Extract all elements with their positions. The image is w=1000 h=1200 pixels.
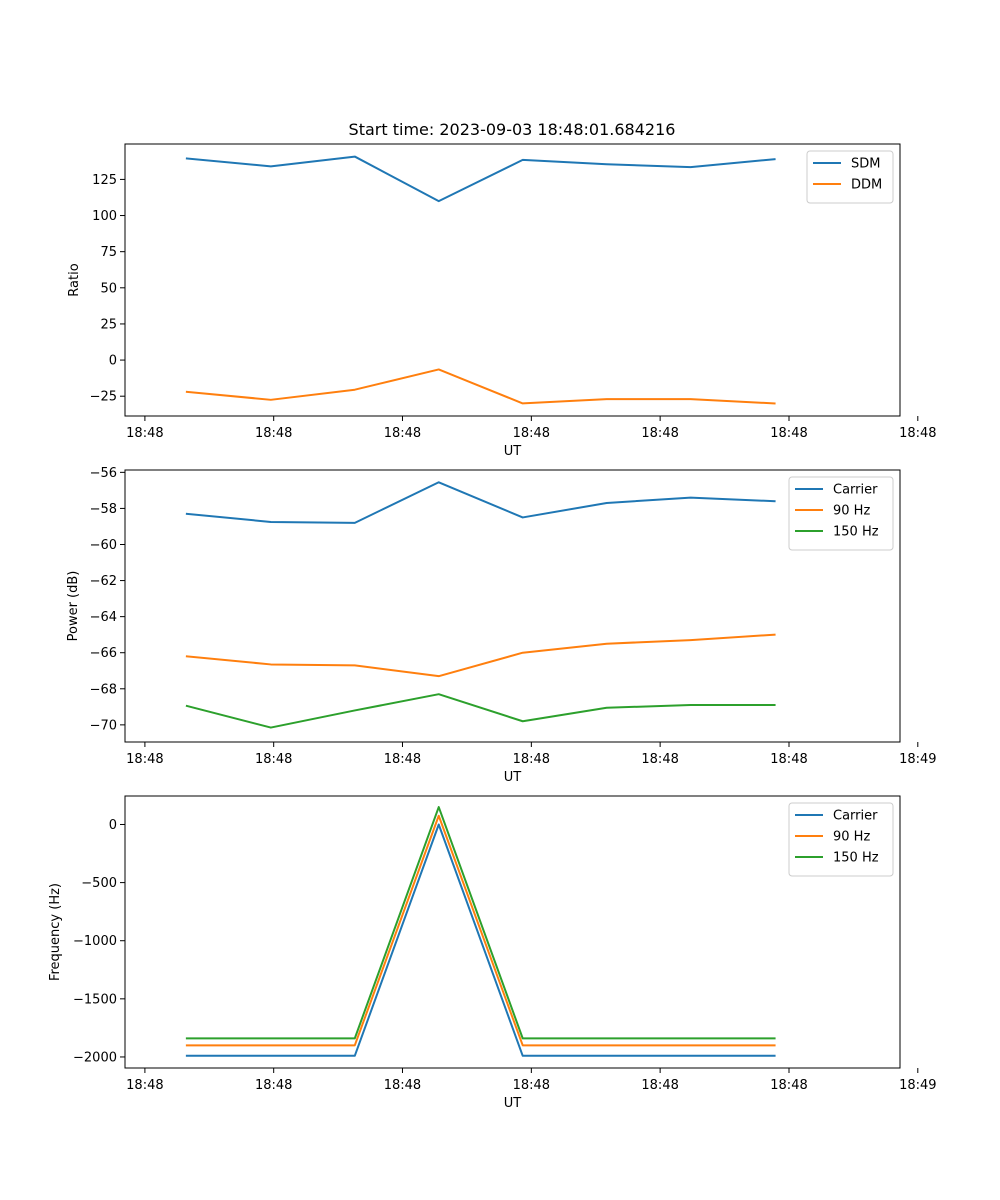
y-axis-label: Power (dB)	[66, 571, 81, 642]
chart-panel-1: 18:48 18:48 18:48 18:48 18:48 18:48 18:48 −25 0 2…	[67, 143, 937, 459]
legend-label: DDM	[851, 178, 882, 193]
x-tick-label: 18:48	[384, 1078, 421, 1093]
y-tick-label: −58	[90, 502, 117, 517]
x-tick-label: 18:48	[384, 752, 421, 767]
y-tick-label: −500	[81, 876, 117, 891]
y-tick-label: −60	[90, 538, 117, 553]
legend: Carrier 90 Hz 150 Hz	[788, 802, 894, 877]
x-tick-label: 18:48	[899, 426, 936, 441]
y-tick-label: −2000	[73, 1050, 117, 1065]
x-tick-label: 18:48	[513, 426, 550, 441]
x-tick-label: 18:48	[770, 1078, 807, 1093]
y-tick-label: −64	[90, 610, 117, 625]
chart-title: Start time: 2023-09-03 18:48:01.684216	[349, 120, 676, 139]
y-tick-label: 25	[100, 317, 117, 332]
x-tick-label: 18:48	[255, 426, 292, 441]
y-tick-label: −62	[90, 574, 117, 589]
x-tick-label: 18:48	[255, 1078, 292, 1093]
x-tick-label: 18:49	[899, 1078, 936, 1093]
x-tick-label: 18:48	[126, 426, 163, 441]
y-tick-label: −1500	[73, 992, 117, 1007]
legend-label: 90 Hz	[833, 504, 870, 519]
x-tick-label: 18:48	[255, 752, 292, 767]
legend-label: Carrier	[833, 809, 878, 824]
y-tick-label: −25	[90, 390, 117, 405]
x-axis-label: UT	[504, 770, 522, 785]
x-tick-label: 18:48	[770, 426, 807, 441]
legend-label: 150 Hz	[833, 525, 879, 540]
series-line-90-hz	[185, 633, 776, 678]
y-tick-label: −56	[90, 466, 117, 481]
y-tick-label: −70	[90, 718, 117, 733]
series-line-sdm	[185, 155, 776, 203]
chart-panel-2: 18:48 18:48 18:48 18:48 18:48 18:48 18:49 −70 −6…	[66, 466, 937, 785]
legend-label: Carrier	[833, 483, 878, 498]
series-line-150-hz	[185, 806, 776, 1040]
legend: Carrier 90 Hz 150 Hz	[788, 476, 894, 551]
x-axis-label: UT	[504, 444, 522, 459]
y-axis-label: Frequency (Hz)	[48, 883, 63, 981]
x-tick-label: 18:48	[770, 752, 807, 767]
plot-frame	[124, 795, 901, 1069]
plot-frame	[124, 469, 901, 743]
legend-label: 90 Hz	[833, 830, 870, 845]
y-tick-label: 0	[109, 818, 117, 833]
y-tick-label: −66	[90, 646, 117, 661]
legend-label: SDM	[851, 157, 880, 172]
x-tick-label: 18:48	[641, 752, 678, 767]
series-line-90-hz	[185, 814, 776, 1047]
y-tick-label: 0	[109, 354, 117, 369]
y-tick-label: 100	[92, 209, 117, 224]
series-line-carrier	[185, 823, 776, 1057]
series-line-carrier	[185, 481, 776, 524]
y-tick-label: −68	[90, 682, 117, 697]
legend: SDM DDM	[806, 150, 894, 204]
x-tick-label: 18:48	[513, 752, 550, 767]
y-tick-label: 75	[100, 245, 117, 260]
y-tick-label: −1000	[73, 934, 117, 949]
x-axis-label: UT	[504, 1096, 522, 1111]
plot-frame	[124, 143, 901, 417]
series-line-150-hz	[185, 693, 776, 729]
y-tick-label: 125	[92, 173, 117, 188]
x-tick-label: 18:48	[126, 752, 163, 767]
y-tick-label: 50	[100, 281, 117, 296]
x-tick-label: 18:48	[513, 1078, 550, 1093]
x-tick-label: 18:48	[384, 426, 421, 441]
series-line-ddm	[185, 368, 776, 405]
y-axis-label: Ratio	[67, 263, 82, 296]
x-tick-label: 18:48	[126, 1078, 163, 1093]
x-tick-label: 18:48	[641, 1078, 678, 1093]
chart-panel-3: 18:48 18:48 18:48 18:48 18:48 18:48 18:49 −2000…	[48, 795, 937, 1111]
legend-label: 150 Hz	[833, 851, 879, 866]
x-tick-label: 18:48	[641, 426, 678, 441]
x-tick-label: 18:49	[899, 752, 936, 767]
